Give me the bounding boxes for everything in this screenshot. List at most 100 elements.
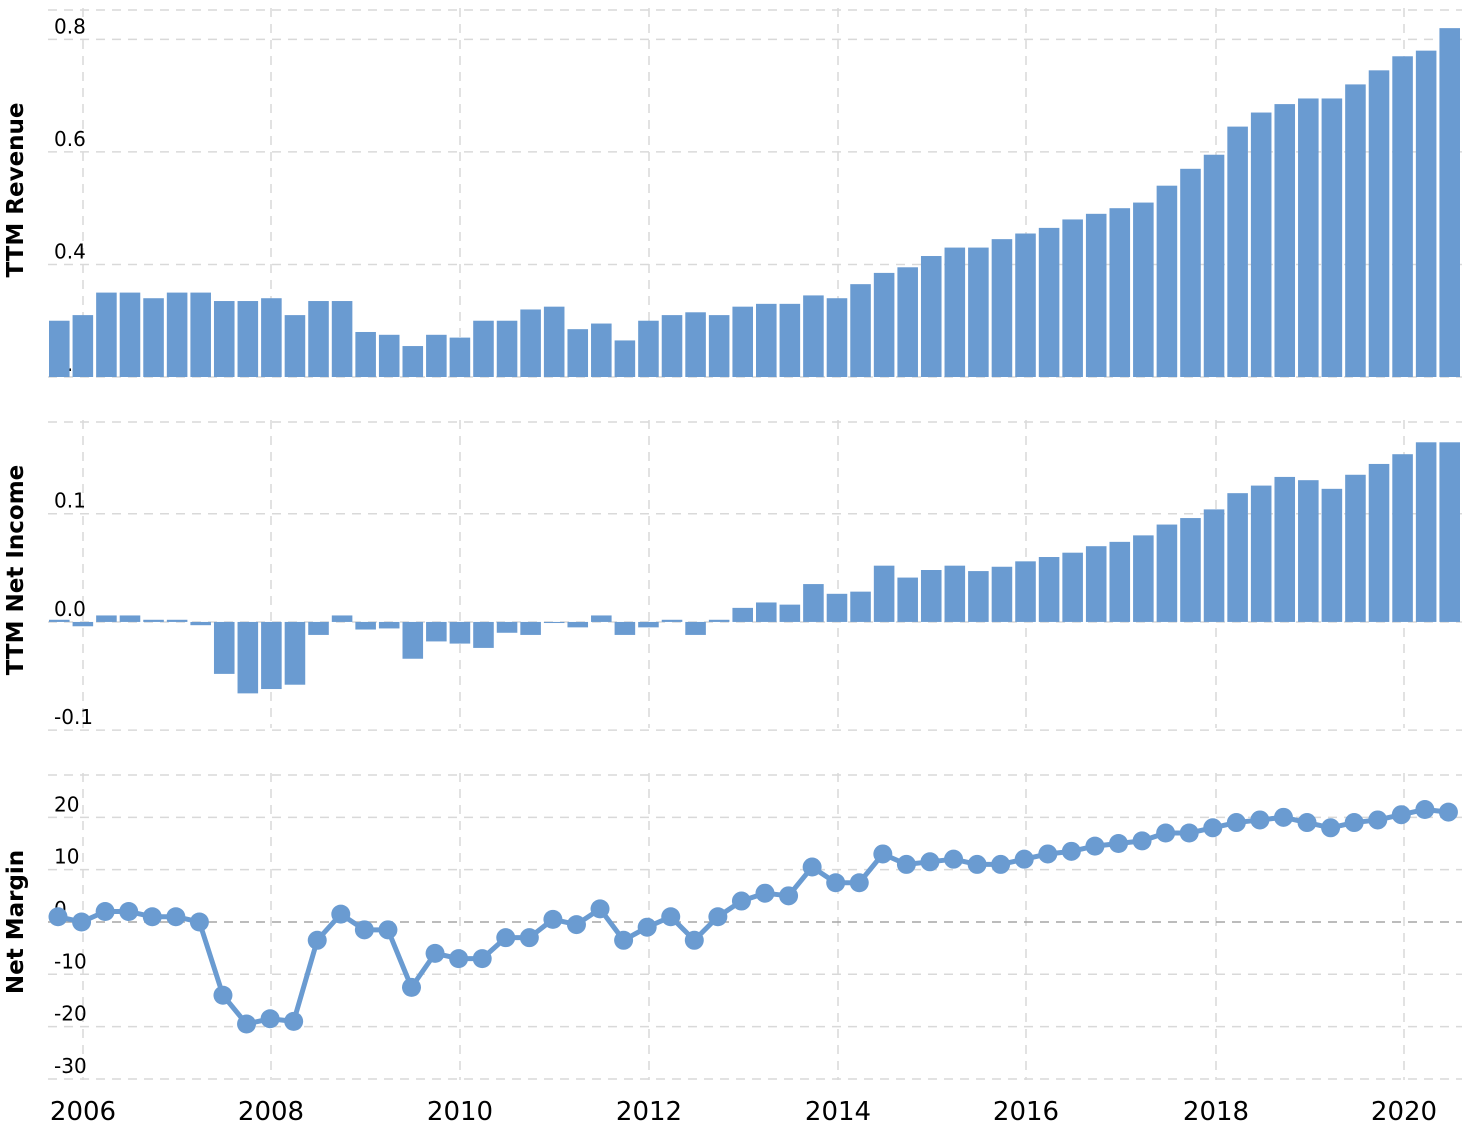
net-margin-ytick-label: -30 xyxy=(54,1054,87,1078)
net-margin-point xyxy=(48,907,68,927)
net-income-bar xyxy=(213,621,235,674)
revenue-bar xyxy=(402,346,424,377)
net-margin-point xyxy=(425,943,445,963)
net-income-bar xyxy=(873,565,895,622)
revenue-bar xyxy=(1368,70,1390,378)
revenue-ytick-label: 0.4 xyxy=(54,239,86,263)
net-income-bar xyxy=(237,621,259,694)
revenue-bar xyxy=(1345,84,1366,377)
revenue-bar xyxy=(496,320,518,377)
net-margin-point xyxy=(1226,813,1246,833)
net-margin-point xyxy=(1415,799,1435,819)
net-margin-point xyxy=(1250,810,1270,830)
net-margin-line xyxy=(57,806,1449,1027)
net-income-bar xyxy=(72,621,94,627)
net-income-axis-label: TTM Net Income xyxy=(3,465,29,676)
net-income-bar xyxy=(331,615,353,622)
net-income-bar xyxy=(897,577,918,622)
revenue-gridlines xyxy=(48,8,1462,378)
net-margin-point xyxy=(1132,831,1152,851)
net-margin-point xyxy=(779,886,799,906)
net-margin-panel: Net Margin -30-20-1001020 xyxy=(3,773,1462,1080)
net-income-bar xyxy=(355,621,376,630)
net-income-bar xyxy=(850,591,871,622)
revenue-bar xyxy=(1250,112,1272,377)
revenue-bar xyxy=(1109,208,1131,377)
net-margin-point xyxy=(496,928,516,948)
net-income-bar xyxy=(543,621,565,624)
net-income-bar xyxy=(1015,561,1036,622)
revenue-bar xyxy=(213,301,235,377)
revenue-bar xyxy=(378,334,400,377)
net-income-bar xyxy=(1062,552,1083,622)
revenue-bar xyxy=(284,315,306,377)
net-income-series xyxy=(49,442,1460,694)
net-margin-point xyxy=(896,854,916,874)
net-income-bar xyxy=(756,602,777,622)
net-income-bar xyxy=(190,621,211,626)
revenue-bar xyxy=(1415,50,1437,378)
net-income-bar xyxy=(1085,546,1107,622)
net-margin-point xyxy=(1156,823,1176,843)
net-margin-point xyxy=(967,854,987,874)
x-tick-label-2014: 2014 xyxy=(805,1097,871,1127)
net-margin-point xyxy=(1438,802,1458,822)
net-margin-ytick-label: 10 xyxy=(54,845,79,869)
net-income-bar xyxy=(1133,535,1154,622)
net-income-bar xyxy=(779,604,801,622)
net-margin-ytick-label: -20 xyxy=(54,1002,87,1026)
net-income-bar xyxy=(708,619,730,622)
revenue-bar xyxy=(661,315,683,377)
revenue-bar xyxy=(567,329,589,377)
revenue-bar xyxy=(143,298,164,377)
net-income-bar xyxy=(968,571,989,622)
revenue-bar xyxy=(1274,104,1296,377)
net-income-bar xyxy=(166,619,188,622)
x-tick-label-2012: 2012 xyxy=(616,1097,682,1127)
revenue-bar xyxy=(1392,56,1413,378)
revenue-bar xyxy=(1203,154,1225,377)
net-margin-point xyxy=(519,928,539,948)
net-margin-point xyxy=(95,902,115,922)
revenue-bar xyxy=(96,292,117,377)
revenue-bar xyxy=(756,303,777,377)
revenue-bar xyxy=(1180,168,1201,377)
net-margin-point xyxy=(849,873,869,893)
x-axis: 2006 2008 2010 2012 2014 2016 2018 2020 xyxy=(50,1097,1437,1127)
net-margin-point xyxy=(826,873,846,893)
revenue-bar xyxy=(72,315,94,377)
x-tick-label-2018: 2018 xyxy=(1183,1097,1249,1127)
net-income-bar xyxy=(496,621,518,633)
net-income-gridlines xyxy=(48,420,1462,731)
net-income-bar xyxy=(732,607,753,622)
net-income-bar xyxy=(96,615,117,622)
revenue-bar xyxy=(803,295,824,377)
net-income-bar xyxy=(614,621,636,635)
net-income-bar xyxy=(944,565,966,622)
revenue-bar xyxy=(543,306,565,377)
x-tick-label-2016: 2016 xyxy=(993,1097,1059,1127)
revenue-bar xyxy=(732,306,753,377)
net-margin-point xyxy=(1273,807,1293,827)
revenue-bar xyxy=(850,284,871,377)
revenue-bar xyxy=(49,320,70,377)
net-income-bar xyxy=(1180,518,1201,622)
net-income-bar xyxy=(1298,480,1319,622)
net-margin-point xyxy=(873,844,893,864)
revenue-bar xyxy=(237,301,259,377)
net-income-ytick-label: -0.1 xyxy=(54,705,93,729)
revenue-bar xyxy=(1156,185,1178,377)
revenue-bar xyxy=(119,292,141,377)
revenue-series xyxy=(49,28,1460,378)
net-income-bar xyxy=(1156,524,1178,622)
revenue-bar xyxy=(708,315,730,377)
revenue-bar xyxy=(331,301,353,377)
net-income-ytick-label: 0.0 xyxy=(54,597,86,621)
net-margin-point xyxy=(331,904,351,924)
net-margin-point xyxy=(1297,813,1317,833)
net-income-bar xyxy=(308,621,329,635)
net-margin-point xyxy=(1321,818,1341,838)
net-margin-point xyxy=(142,907,162,927)
net-income-bar xyxy=(1439,442,1460,622)
net-margin-ytick-label: -10 xyxy=(54,949,87,973)
